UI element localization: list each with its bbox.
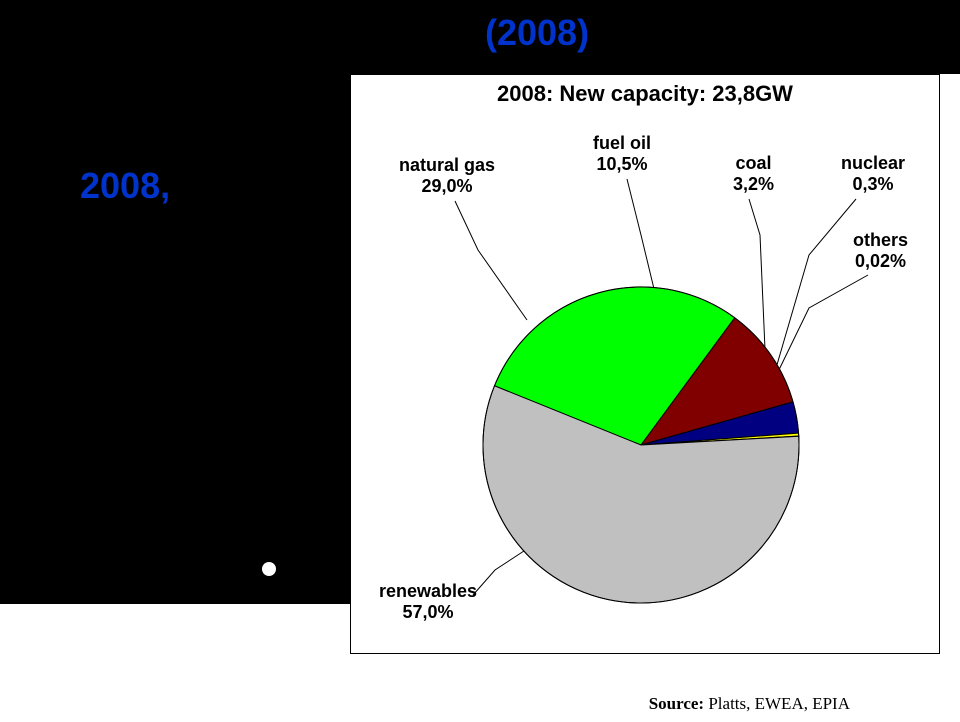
source-citation: Source: Platts, EWEA, EPIA: [649, 694, 850, 714]
pie-chart: [481, 285, 801, 605]
side-panel-dot: [262, 562, 276, 576]
chart-frame: 2008: New capacity: 23,8GW natural gas29…: [350, 74, 940, 654]
side-panel: [0, 74, 350, 604]
banner-year-top: (2008): [485, 12, 589, 54]
banner-year-side: 2008,: [80, 165, 170, 207]
header-bar: [0, 0, 960, 74]
